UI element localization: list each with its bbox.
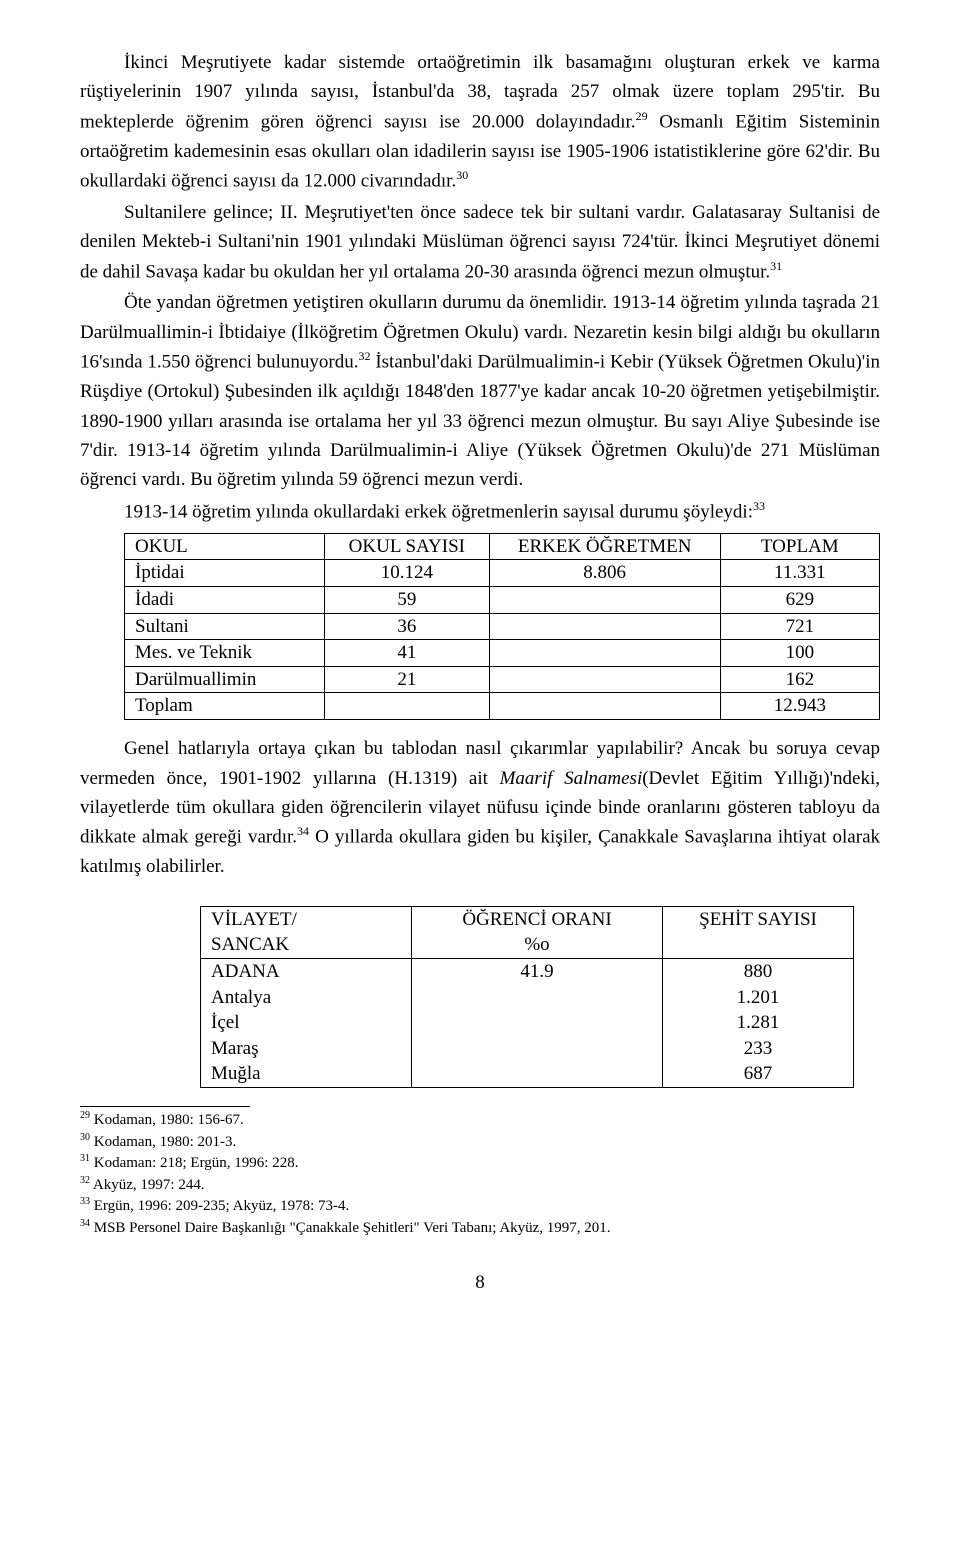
table-cell	[489, 666, 720, 693]
table-row: İptidai10.1248.80611.331	[125, 560, 880, 587]
footnote-ref-30: 30	[456, 168, 468, 182]
table-cell	[324, 693, 489, 720]
table-cell: 721	[720, 613, 879, 640]
table-row: Mes. ve Teknik41 100	[125, 640, 880, 667]
footnote-29: 29 Kodaman, 1980: 156-67.	[80, 1109, 880, 1131]
table-cell: Maraş	[201, 1036, 412, 1062]
table-cell: 629	[720, 586, 879, 613]
table-cell: 8.806	[489, 560, 720, 587]
footnote-ref-33: 33	[753, 499, 765, 513]
table-cell	[412, 1036, 663, 1062]
table-header	[663, 932, 854, 958]
table-cell	[489, 640, 720, 667]
table-cell: 41	[324, 640, 489, 667]
footnote-33: 33 Ergün, 1996: 209-235; Akyüz, 1978: 73…	[80, 1195, 880, 1217]
table-row: ADANA41.9880	[201, 958, 854, 984]
italic-title: Maarif Salnamesi	[500, 768, 643, 789]
footnote-num: 34	[80, 1218, 90, 1229]
footnote-rule	[80, 1106, 250, 1107]
vilayet-table: VİLAYET/ÖĞRENCİ ORANIŞEHİT SAYISI SANCAK%…	[200, 906, 854, 1088]
footnote-ref-32: 32	[359, 349, 371, 363]
table-row: Maraş 233	[201, 1036, 854, 1062]
table-cell: 687	[663, 1061, 854, 1087]
table-header: %o	[412, 932, 663, 958]
para-text: Sultanilere gelince; II. Meşrutiyet'ten …	[80, 202, 880, 282]
table-cell: İdadi	[125, 586, 325, 613]
table-cell: Sultani	[125, 613, 325, 640]
footnote-34: 34 MSB Personel Daire Başkanlığı "Çanakk…	[80, 1217, 880, 1239]
table-header: OKUL SAYISI	[324, 533, 489, 560]
table-cell: 12.943	[720, 693, 879, 720]
para-text: 1913-14 öğretim yılında okullardaki erke…	[124, 501, 753, 522]
footnote-num: 30	[80, 1132, 90, 1143]
table-row: İçel 1.281	[201, 1010, 854, 1036]
table-cell: 10.124	[324, 560, 489, 587]
footnote-ref-29: 29	[636, 109, 648, 123]
table-cell: Darülmuallimin	[125, 666, 325, 693]
table-header: ŞEHİT SAYISI	[663, 906, 854, 932]
table-cell: 100	[720, 640, 879, 667]
table-cell: 59	[324, 586, 489, 613]
table-header: SANCAK	[201, 932, 412, 958]
table-cell: 11.331	[720, 560, 879, 587]
table-cell: Toplam	[125, 693, 325, 720]
footnote-num: 32	[80, 1175, 90, 1186]
table-cell	[412, 1061, 663, 1087]
footnote-text: Akyüz, 1997: 244.	[90, 1177, 205, 1193]
table-cell: 41.9	[412, 958, 663, 984]
table-row: Antalya 1.201	[201, 985, 854, 1011]
table-cell: İptidai	[125, 560, 325, 587]
paragraph-5: Genel hatlarıyla ortaya çıkan bu tabloda…	[80, 734, 880, 882]
table-header: ÖĞRENCİ ORANI	[412, 906, 663, 932]
footnote-num: 29	[80, 1110, 90, 1121]
table-cell: ADANA	[201, 958, 412, 984]
table-cell: 36	[324, 613, 489, 640]
table-cell: Mes. ve Teknik	[125, 640, 325, 667]
paragraph-1: İkinci Meşrutiyete kadar sistemde ortaöğ…	[80, 48, 880, 196]
table-header: TOPLAM	[720, 533, 879, 560]
footnote-ref-34: 34	[297, 824, 309, 838]
paragraph-3: Öte yandan öğretmen yetiştiren okulların…	[80, 288, 880, 494]
table-cell	[412, 985, 663, 1011]
table-header: ERKEK ÖĞRETMEN	[489, 533, 720, 560]
table-row: Toplam 12.943	[125, 693, 880, 720]
table-cell: 233	[663, 1036, 854, 1062]
table-cell	[489, 613, 720, 640]
table-cell: 1.281	[663, 1010, 854, 1036]
footnote-32: 32 Akyüz, 1997: 244.	[80, 1174, 880, 1196]
footnote-text: MSB Personel Daire Başkanlığı "Çanakkale…	[90, 1220, 611, 1236]
table-cell: 21	[324, 666, 489, 693]
table-cell: Antalya	[201, 985, 412, 1011]
table-header: OKUL	[125, 533, 325, 560]
footnote-31: 31 Kodaman: 218; Ergün, 1996: 228.	[80, 1152, 880, 1174]
table-header: VİLAYET/	[201, 906, 412, 932]
table-row: Muğla 687	[201, 1061, 854, 1087]
footnote-num: 33	[80, 1196, 90, 1207]
paragraph-4: 1913-14 öğretim yılında okullardaki erke…	[80, 497, 880, 527]
table-row: Sultani36 721	[125, 613, 880, 640]
table-cell: 880	[663, 958, 854, 984]
table-cell: Muğla	[201, 1061, 412, 1087]
footnote-ref-31: 31	[770, 259, 782, 273]
teachers-table: OKULOKUL SAYISIERKEK ÖĞRETMENTOPLAMİptid…	[124, 533, 880, 720]
table-cell: 162	[720, 666, 879, 693]
footnotes-block: 29 Kodaman, 1980: 156-67. 30 Kodaman, 19…	[80, 1109, 880, 1238]
table-cell	[412, 1010, 663, 1036]
table-row: Darülmuallimin21 162	[125, 666, 880, 693]
footnote-text: Kodaman: 218; Ergün, 1996: 228.	[90, 1155, 298, 1171]
footnote-text: Ergün, 1996: 209-235; Akyüz, 1978: 73-4.	[90, 1198, 349, 1214]
table-row: İdadi59 629	[125, 586, 880, 613]
footnote-text: Kodaman, 1980: 156-67.	[90, 1112, 244, 1128]
table-cell	[489, 693, 720, 720]
table-cell	[489, 586, 720, 613]
footnote-num: 31	[80, 1153, 90, 1164]
paragraph-2: Sultanilere gelince; II. Meşrutiyet'ten …	[80, 198, 880, 287]
table-cell: İçel	[201, 1010, 412, 1036]
page-number: 8	[80, 1268, 880, 1297]
footnote-text: Kodaman, 1980: 201-3.	[90, 1134, 236, 1150]
table-cell: 1.201	[663, 985, 854, 1011]
footnote-30: 30 Kodaman, 1980: 201-3.	[80, 1131, 880, 1153]
